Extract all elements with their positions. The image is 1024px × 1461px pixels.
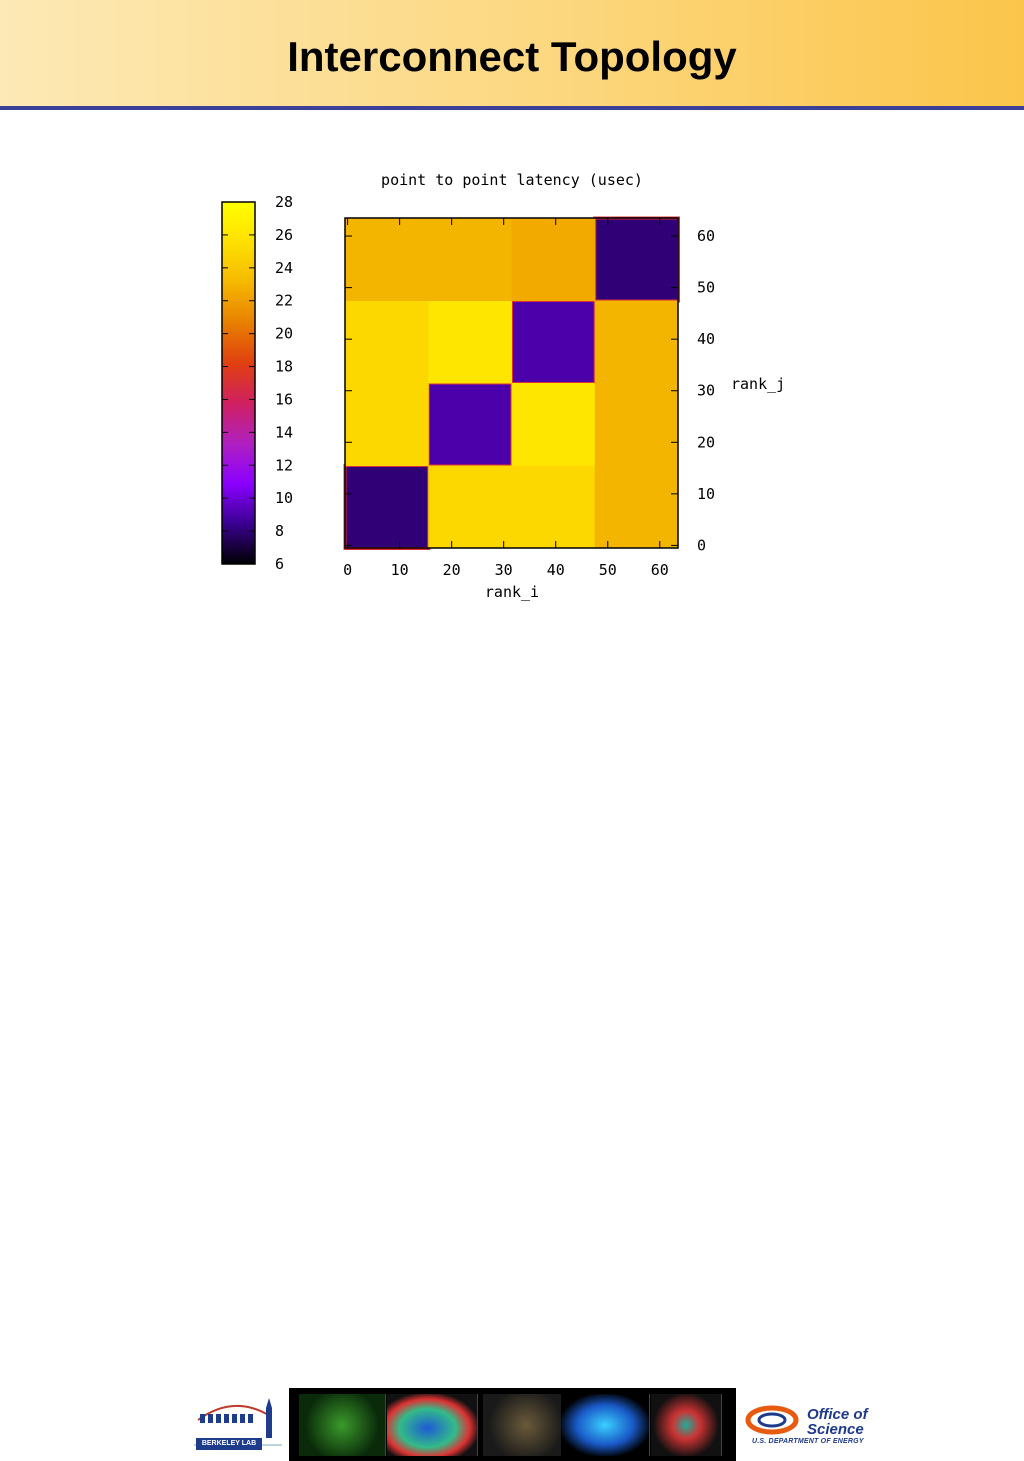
- heatmap-block: [594, 383, 679, 466]
- colorbar-tick-label: 18: [275, 358, 293, 376]
- footer: BERKELEY LAB Office of Science U.S. DEPA…: [0, 693, 1024, 1461]
- colorbar-tick-label: 12: [275, 456, 293, 474]
- torus-simulation-thumbnail: [387, 1394, 478, 1456]
- y-axis-label: rank_j: [731, 375, 785, 393]
- heatmap-block: [510, 299, 597, 385]
- heatmap-block: [426, 381, 514, 468]
- heatmap-block: [345, 300, 429, 384]
- y-tick-label: 50: [697, 279, 715, 297]
- heatmap-block: [428, 218, 512, 301]
- heatmap-block: [594, 465, 679, 549]
- colorbar-tick-label: 28: [275, 193, 293, 211]
- particle-box-thumbnail: [483, 1394, 570, 1456]
- heatmap-block: [511, 218, 596, 301]
- x-tick-label: 10: [391, 561, 409, 579]
- heatmap-plot: 0 10 20 30 40 50 60 0 10 20 30 40 50 60 rank_i rank_…: [343, 216, 785, 601]
- x-tick-label: 40: [547, 561, 565, 579]
- department-of-energy-text: U.S. DEPARTMENT OF ENERGY: [752, 1438, 864, 1445]
- x-tick-label: 50: [599, 561, 617, 579]
- plot-frame: [344, 217, 679, 549]
- colorbar-tick-label: 10: [275, 489, 293, 507]
- colorbar-gradient: [221, 201, 256, 565]
- page-title: Interconnect Topology: [287, 33, 737, 80]
- simulation-thumbnail: [299, 1394, 386, 1456]
- heatmap-block: [593, 216, 680, 303]
- heatmap-block: [594, 300, 679, 384]
- x-tick-labels: 0 10 20 30 40 50 60: [343, 561, 669, 579]
- x-tick-label: 20: [443, 561, 461, 579]
- colorbar-tick-label: 8: [275, 522, 284, 540]
- x-tick-label: 60: [651, 561, 669, 579]
- heatmap-block: [511, 465, 596, 549]
- x-tick-label: 30: [495, 561, 513, 579]
- heatmap-block: [345, 218, 429, 301]
- colorbar-tick-label: 14: [275, 423, 293, 441]
- axis-ticks: [345, 218, 678, 548]
- y-tick-label: 30: [697, 382, 715, 400]
- colorbar-tick-label: 22: [275, 292, 293, 310]
- science-image-strip: [289, 1388, 736, 1461]
- colorbar-ticks: 6 8 10 12 14 16 18 20 22 24 26 28: [222, 193, 293, 573]
- heatmap-cells: [343, 216, 680, 550]
- heatmap-block: [345, 383, 429, 466]
- y-tick-label: 20: [697, 433, 715, 451]
- x-axis-label: rank_i: [485, 583, 539, 601]
- colorbar-tick-label: 24: [275, 259, 293, 277]
- y-tick-label: 60: [697, 227, 715, 245]
- heatmap-block: [511, 383, 596, 466]
- office-of-science-text: Office of Science: [807, 1406, 868, 1438]
- colorbar-tick-label: 20: [275, 325, 293, 343]
- x-tick-label: 0: [343, 561, 352, 579]
- berkeley-lab-label: BERKELEY LAB: [196, 1438, 262, 1450]
- y-tick-labels: 0 10 20 30 40 50 60: [697, 227, 715, 554]
- heatmap-block: [343, 464, 431, 550]
- header-divider: [0, 106, 1024, 110]
- chart-title: point to point latency (usec): [381, 171, 643, 189]
- molecule-thumbnail: [651, 1394, 722, 1456]
- colorbar: 6 8 10 12 14 16 18 20 22 24 26 28: [221, 193, 293, 573]
- heatmap-block: [428, 465, 512, 549]
- latency-heatmap-chart: point to point latency (usec) 6 8 10 12 14 16…: [221, 171, 785, 601]
- fluid-surface-thumbnail: [561, 1394, 650, 1456]
- heatmap-block: [428, 300, 512, 384]
- y-tick-label: 10: [697, 485, 715, 503]
- colorbar-tick-label: 16: [275, 390, 293, 408]
- colorbar-tick-label: 6: [275, 555, 284, 573]
- slide-header: [0, 0, 1024, 106]
- y-tick-label: 0: [697, 536, 706, 554]
- colorbar-tick-label: 26: [275, 226, 293, 244]
- y-tick-label: 40: [697, 330, 715, 348]
